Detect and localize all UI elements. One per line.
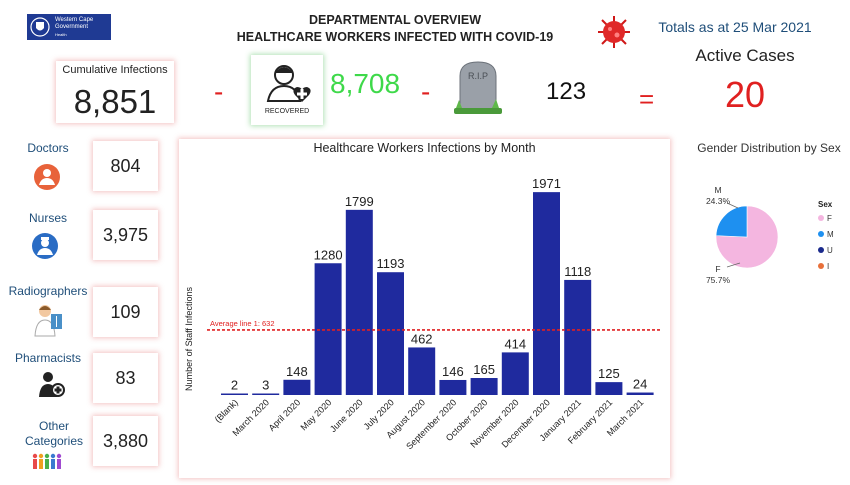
- deaths-value: 123: [546, 78, 587, 105]
- recovered-value: 8,708: [330, 68, 401, 99]
- x-tick-label-0: (Blank): [213, 397, 240, 424]
- cumulative-label: Cumulative Infections: [62, 64, 168, 76]
- minus-operator-2: -: [421, 76, 431, 107]
- category-card-doctors: 804: [93, 141, 158, 191]
- radiographer-icon: [34, 305, 62, 337]
- category-label-pharmacists: Pharmacists: [14, 351, 82, 365]
- data-label-4: 1799: [345, 194, 374, 209]
- data-label-2: 148: [286, 364, 308, 379]
- cumulative-infections-card: Cumulative Infections 8,851: [56, 61, 174, 123]
- data-label-11: 1118: [564, 264, 591, 279]
- bar-0: [221, 393, 248, 395]
- gravestone-icon: R.I.P: [454, 61, 502, 114]
- legend-label-M: M: [827, 230, 834, 239]
- data-label-10: 1971: [532, 176, 561, 191]
- y-axis-label: Number of Staff Infections: [184, 287, 194, 391]
- pie-slice-M: [715, 205, 748, 238]
- legend-label-F: F: [827, 214, 832, 223]
- legend-marker-M: [818, 231, 824, 237]
- category-card-pharmacists: 83: [93, 353, 158, 403]
- page-title: DEPARTMENTAL OVERVIEW HEALTHCARE WORKERS…: [220, 12, 570, 46]
- bar-2: [283, 379, 311, 395]
- data-label-6: 462: [411, 331, 433, 346]
- bar-13: [626, 392, 654, 395]
- category-label-doctors: Doctors: [27, 141, 69, 155]
- people-icon: [32, 453, 62, 469]
- legend-label-U: U: [827, 246, 833, 255]
- bar-11: [564, 279, 592, 395]
- doctor-icon: [34, 164, 60, 190]
- category-card-radiographers: 109: [93, 287, 158, 337]
- bar-9: [501, 352, 529, 395]
- logo-line-2: Government: [55, 23, 89, 30]
- bar-10: [533, 192, 560, 395]
- pie-percent-F: 75.7%: [706, 275, 731, 285]
- legend-marker-U: [818, 247, 824, 253]
- recovered-card: RECOVERED: [251, 55, 323, 125]
- pie-slice-F: [715, 205, 779, 269]
- category-label-nurses: Nurses: [28, 211, 67, 225]
- x-tick-label-4: June 2020: [328, 397, 365, 434]
- grave-text: R.I.P: [468, 71, 488, 81]
- data-label-7: 146: [442, 364, 464, 379]
- bar-1: [252, 393, 280, 395]
- category-label-other: Other Categories: [24, 419, 84, 448]
- virus-icon: [598, 16, 630, 48]
- active-cases-label: Active Cases: [695, 46, 795, 65]
- logo-line-1: Western Cape: [55, 16, 94, 23]
- data-label-13: 24: [633, 377, 647, 392]
- recovered-icon-label: RECOVERED: [265, 108, 309, 115]
- x-tick-label-2: April 2020: [267, 397, 303, 433]
- title-line-1: DEPARTMENTAL OVERVIEW: [308, 13, 481, 27]
- active-cases-value: 20: [724, 74, 766, 115]
- legend-marker-F: [818, 215, 824, 221]
- legend-title: Sex: [818, 200, 833, 209]
- pie-leader-F: [726, 262, 741, 268]
- bar-5: [377, 272, 404, 395]
- cumulative-value: 8,851: [73, 83, 157, 120]
- data-label-1: 3: [262, 378, 269, 393]
- category-card-other: 3,880: [93, 416, 158, 466]
- nurse-icon: [32, 233, 58, 259]
- data-label-5: 1193: [377, 256, 405, 271]
- minus-operator-1: -: [214, 76, 224, 107]
- data-label-8: 165: [473, 362, 495, 377]
- average-line-label: Average line 1: 632: [210, 319, 275, 328]
- data-label-12: 125: [598, 366, 620, 381]
- category-label-radiographers: Radiographers: [8, 284, 88, 298]
- bar-3: [314, 263, 342, 395]
- pie-label-M: M: [714, 185, 721, 195]
- data-label-3: 1280: [314, 247, 343, 262]
- pie-percent-M: 24.3%: [706, 196, 731, 206]
- legend-label-I: I: [827, 262, 829, 271]
- logo-line-3: Health: [55, 31, 67, 37]
- recovered-icon: RECOVERED: [265, 65, 311, 115]
- bar-12: [595, 382, 623, 395]
- totals-date: Totals as at 25 Mar 2021: [658, 19, 812, 35]
- data-label-9: 414: [504, 336, 526, 351]
- bar-chart-title: Healthcare Workers Infections by Month: [313, 141, 536, 155]
- bar-4: [345, 209, 373, 395]
- legend-marker-I: [818, 263, 824, 269]
- bar-8: [470, 378, 498, 395]
- pie-leader-M: [726, 202, 739, 209]
- pie-chart-title: Gender Distribution by Sex: [697, 141, 841, 155]
- bar-chart-svg: Number of Staff Infections 2(Blank)3Marc…: [184, 176, 662, 451]
- data-label-0: 2: [231, 378, 238, 393]
- pie-label-F: F: [715, 264, 720, 274]
- bar-7: [439, 379, 467, 395]
- pharmacist-icon: [39, 372, 65, 397]
- bar-6: [408, 347, 436, 395]
- coat-of-arms-icon: [30, 17, 50, 37]
- title-line-2: HEALTHCARE WORKERS INFECTED WITH COVID-1…: [236, 30, 554, 44]
- equals-operator: =: [639, 84, 655, 114]
- wcg-logo: Western Cape Government Health: [27, 14, 111, 40]
- category-card-nurses: 3,975: [93, 210, 158, 260]
